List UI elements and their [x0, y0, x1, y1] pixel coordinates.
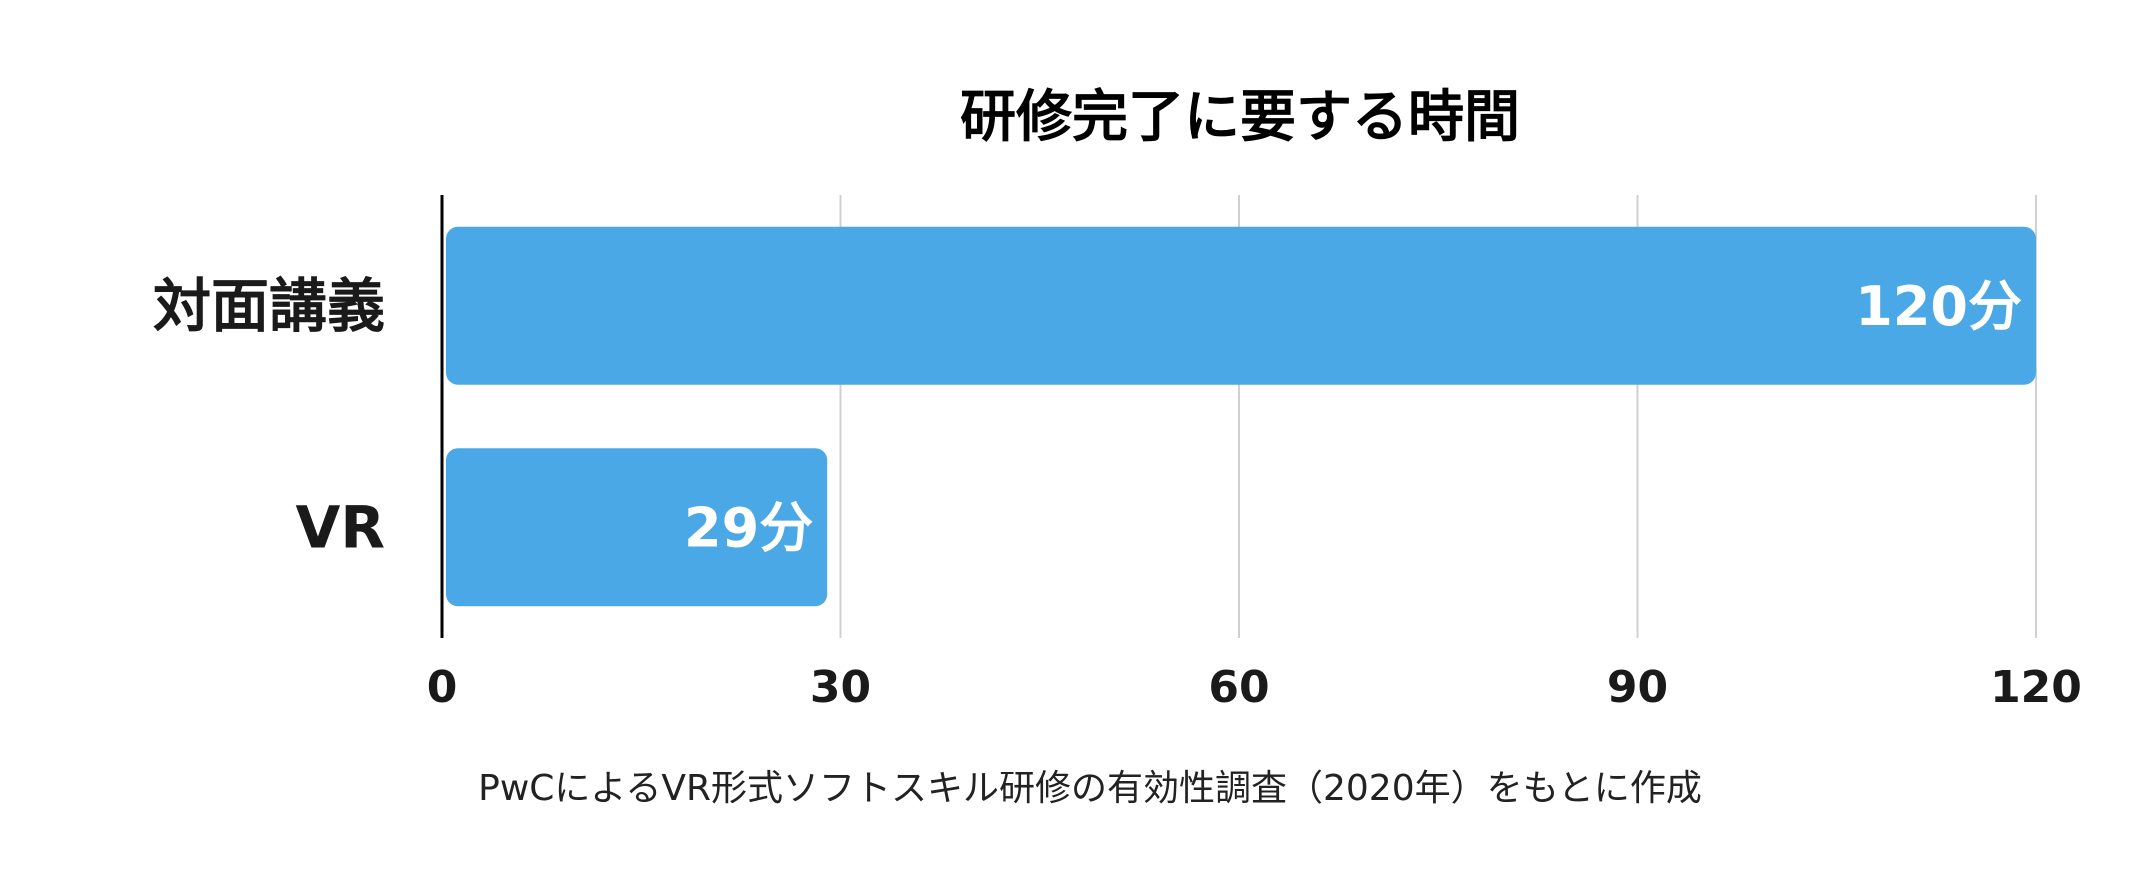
chart-title: 研修完了に要する時間: [960, 85, 1520, 150]
category-labels: 対面講義 VR: [153, 272, 385, 562]
category-label: VR: [295, 493, 385, 561]
chart-caption: PwCによるVR形式ソフトスキル研修の有効性調査（2020年）をもとに作成: [478, 768, 1702, 809]
bars: [446, 226, 2036, 607]
category-label: 対面講義: [153, 272, 385, 340]
x-tick-label: 120: [1990, 662, 2082, 713]
bar-0: [446, 226, 2036, 385]
value-labels: 120分 29分: [684, 275, 2022, 560]
x-tick-label: 0: [427, 662, 458, 713]
bar-1: [446, 448, 828, 607]
x-axis-tick-labels: 0 30 60 90 120: [427, 662, 2082, 713]
x-tick-label: 30: [810, 662, 871, 713]
x-tick-label: 90: [1607, 662, 1668, 713]
value-label: 29分: [684, 496, 813, 559]
x-tick-label: 60: [1208, 662, 1269, 713]
value-label: 120分: [1855, 275, 2022, 338]
